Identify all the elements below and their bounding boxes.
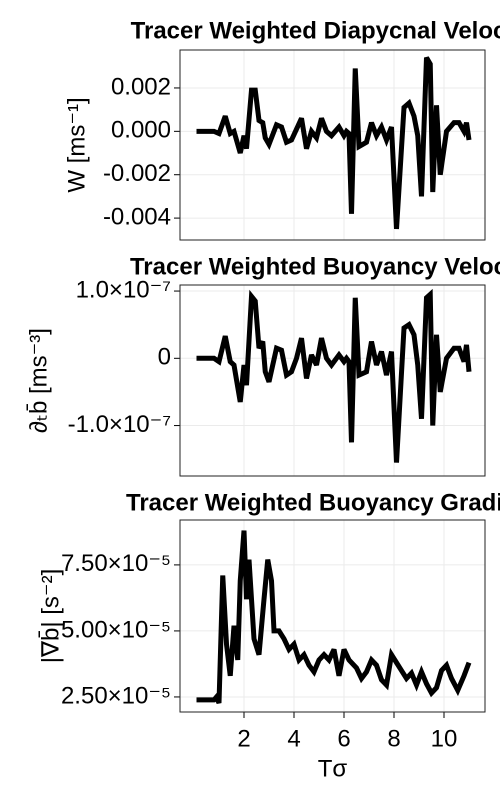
y-tick-label: 0 bbox=[158, 344, 171, 371]
y-tick-label: 5.00×10⁻⁵ bbox=[61, 616, 171, 643]
y-tick-label: -0.002 bbox=[103, 160, 171, 187]
data-line bbox=[196, 288, 472, 463]
plot-frame bbox=[179, 49, 486, 241]
chart-title: Tracer Weighted Diapycnal Velocity bbox=[131, 17, 500, 44]
x-tick-label: 6 bbox=[337, 725, 350, 752]
x-tick-label: 8 bbox=[387, 725, 400, 752]
y-tick-label: 1.0×10⁻⁷ bbox=[76, 276, 171, 303]
y-tick-label: 0.002 bbox=[111, 73, 171, 100]
x-tick-label: 4 bbox=[287, 725, 300, 752]
y-axis-label: ∂ₜb̄ [ms⁻³] bbox=[25, 328, 52, 433]
x-axis-label: Tσ bbox=[318, 755, 348, 782]
x-tick-label: 10 bbox=[431, 725, 458, 752]
x-tick-label: 2 bbox=[237, 725, 250, 752]
y-tick-label: -0.004 bbox=[103, 203, 171, 230]
plot-frame bbox=[179, 519, 486, 713]
y-tick-label: 7.50×10⁻⁵ bbox=[61, 550, 171, 577]
plot-frame bbox=[179, 284, 486, 477]
data-line bbox=[196, 530, 472, 704]
y-tick-label: 0.000 bbox=[111, 117, 171, 144]
y-axis-label: W [ms⁻¹] bbox=[63, 97, 90, 192]
y-tick-label: 2.50×10⁻⁵ bbox=[61, 682, 171, 709]
y-axis-label: |∇b̄| [s⁻²] bbox=[37, 569, 64, 664]
y-tick-label: -1.0×10⁻⁷ bbox=[68, 411, 171, 438]
data-line bbox=[196, 56, 472, 230]
chart-title: Tracer Weighted Buoyancy Gradient bbox=[126, 489, 500, 516]
chart-title: Tracer Weighted Buoyancy Velocity bbox=[130, 253, 500, 280]
